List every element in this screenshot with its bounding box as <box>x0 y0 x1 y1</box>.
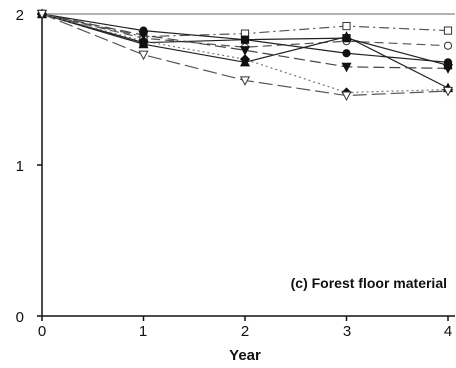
series-2-point-3 <box>342 49 351 58</box>
x-tick-label-4: 4 <box>444 323 452 340</box>
y-tick-label-1: 1 <box>16 158 24 175</box>
series-5-point-3 <box>341 62 352 73</box>
series-7-point-2 <box>239 76 251 86</box>
series-0-point-3 <box>342 21 351 31</box>
panel-annotation: (c) Forest floor material <box>291 275 447 291</box>
x-tick-label-0: 0 <box>38 323 46 340</box>
series-1-point-4 <box>443 41 453 50</box>
tick-labels: 0 1 2 0 1 2 3 4 <box>16 7 453 340</box>
series-markers <box>36 8 454 102</box>
series-4-point-3 <box>341 31 352 41</box>
x-axis-title: Year <box>229 347 261 364</box>
series-line-1 <box>41 13 449 48</box>
x-tick-label-3: 3 <box>343 323 351 340</box>
series-6-point-1 <box>138 36 149 47</box>
series-0-point-4 <box>443 26 453 35</box>
series-3-point-2 <box>240 35 250 44</box>
series-7-point-4 <box>442 86 454 97</box>
series-line-5 <box>41 13 449 69</box>
series-6-point-2 <box>239 54 251 65</box>
series-5-point-2 <box>239 46 251 56</box>
x-tick-label-1: 1 <box>139 323 147 340</box>
series-5-point-4 <box>442 64 454 74</box>
series-7-point-3 <box>341 91 352 102</box>
series-line-6 <box>41 13 449 94</box>
series-7-point-0 <box>36 9 48 20</box>
series-5-point-1 <box>138 31 149 41</box>
y-tick-label-0: 0 <box>16 309 24 326</box>
x-tick-label-2: 2 <box>241 323 249 340</box>
y-tick-label-2: 2 <box>16 7 24 24</box>
series-7-point-1 <box>138 50 149 61</box>
